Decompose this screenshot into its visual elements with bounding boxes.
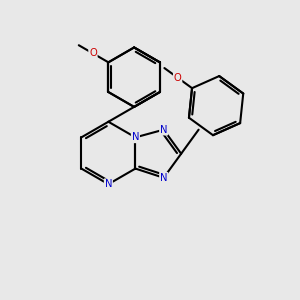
Text: O: O bbox=[89, 48, 97, 59]
Text: O: O bbox=[174, 73, 182, 83]
Text: N: N bbox=[105, 179, 112, 189]
Text: N: N bbox=[160, 125, 167, 135]
Text: N: N bbox=[132, 132, 139, 142]
Text: N: N bbox=[160, 173, 167, 183]
